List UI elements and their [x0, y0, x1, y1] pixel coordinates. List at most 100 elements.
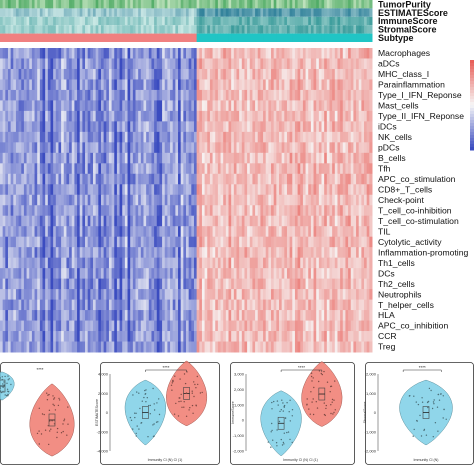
heatmap-cell — [106, 152, 110, 164]
annotation-cell — [119, 16, 123, 26]
heatmap-cell — [209, 226, 214, 238]
heatmap-cell — [167, 289, 171, 301]
heatmap-cell — [69, 152, 73, 164]
heatmap-cell — [61, 194, 65, 206]
heatmap-cell — [151, 142, 155, 154]
annotation-cell — [79, 8, 83, 17]
annotation-cell — [281, 25, 285, 34]
heatmap-cell — [284, 341, 288, 353]
heatmap-cell — [233, 68, 237, 80]
heatmap-cell — [294, 310, 299, 322]
heatmap-cell — [193, 299, 198, 311]
heatmap-cell — [247, 236, 251, 248]
heatmap-cell — [90, 320, 94, 332]
heatmap-cell — [100, 121, 105, 133]
heatmap-cell — [271, 173, 275, 185]
heatmap-cell — [366, 236, 370, 248]
heatmap-cell — [140, 121, 144, 133]
heatmap-cell — [337, 131, 341, 143]
heatmap-cell — [143, 173, 147, 185]
annotation-cell — [156, 16, 160, 26]
annotation-cell — [74, 16, 78, 26]
heatmap-cell — [313, 320, 317, 332]
annotation-cell — [188, 25, 192, 34]
heatmap-cell — [42, 205, 46, 217]
heatmap-cell — [281, 299, 285, 311]
annotation-cell — [332, 8, 336, 17]
heatmap-cell — [183, 89, 187, 101]
heatmap-cell — [204, 289, 208, 301]
heatmap-cell — [204, 58, 208, 70]
heatmap-cell — [191, 268, 195, 280]
heatmap-cell — [79, 152, 83, 164]
heatmap-cell — [90, 68, 94, 80]
heatmap-cell — [350, 58, 354, 70]
heatmap-cell — [265, 152, 269, 164]
heatmap-cell — [90, 268, 94, 280]
heatmap-cell — [313, 131, 317, 143]
heatmap-cell — [321, 310, 325, 322]
annotation-cell — [204, 0, 208, 9]
annotation-cell — [58, 33, 62, 42]
heatmap-cell — [233, 121, 237, 133]
heatmap-cell — [138, 110, 142, 122]
heatmap-cell — [369, 320, 373, 332]
heatmap-cell — [364, 331, 368, 343]
heatmap-cell — [23, 194, 28, 206]
violin-panel: 4,0002,0000-2,000-4,000ESTIMATEScore****… — [95, 360, 220, 465]
heatmap-cell — [353, 100, 357, 112]
heatmap-cell — [18, 278, 22, 290]
heatmap-cell — [77, 79, 81, 91]
heatmap-cell — [364, 131, 368, 143]
heatmap-cell — [61, 331, 65, 343]
heatmap-cell — [249, 299, 253, 311]
heatmap-cell — [273, 205, 277, 217]
heatmap-cell — [342, 289, 346, 301]
heatmap-cell — [294, 79, 299, 91]
heatmap-cell — [156, 58, 160, 70]
heatmap-cell — [321, 121, 325, 133]
heatmap-cell — [207, 68, 211, 80]
heatmap-cell — [29, 310, 33, 322]
heatmap-cell — [23, 331, 28, 343]
heatmap-cell — [279, 320, 283, 332]
colorbar-step — [470, 144, 474, 148]
heatmap-cell — [191, 68, 195, 80]
heatmap-cell — [281, 194, 285, 206]
heatmap-cell — [228, 121, 232, 133]
heatmap-cell — [156, 163, 160, 175]
heatmap-cell — [334, 310, 338, 322]
heatmap-cell — [247, 310, 251, 322]
annotation-cell — [29, 8, 33, 17]
heatmap-cell — [297, 278, 301, 290]
annotation-cell — [292, 0, 296, 9]
heatmap-cell — [353, 320, 357, 332]
heatmap-cell — [241, 236, 245, 248]
heatmap-cell — [271, 331, 275, 343]
heatmap-cell — [37, 142, 41, 154]
heatmap-cell — [217, 310, 222, 322]
annotation-cell — [236, 8, 240, 17]
heatmap-cell — [116, 152, 121, 164]
heatmap-cell — [159, 68, 163, 80]
annotation-cell — [196, 25, 200, 34]
heatmap-cell — [31, 289, 36, 301]
annotation-cell — [276, 25, 280, 34]
annotation-cell — [85, 0, 89, 9]
heatmap-cell — [228, 257, 232, 269]
heatmap-cell — [0, 331, 4, 343]
heatmap-cell — [199, 173, 203, 185]
heatmap-cell — [108, 289, 113, 301]
heatmap-cell — [244, 278, 248, 290]
annotation-cell — [212, 16, 216, 26]
heatmap-cell — [175, 100, 179, 112]
heatmap-cell — [292, 278, 296, 290]
heatmap-cell — [342, 163, 346, 175]
heatmap-cell — [2, 310, 6, 322]
heatmap-cell — [207, 268, 211, 280]
y-tick-label: 0 — [106, 410, 109, 415]
heatmap-cell — [292, 89, 296, 101]
heatmap-cell — [302, 299, 307, 311]
heatmap-cell — [204, 226, 208, 238]
heatmap-cell — [236, 236, 240, 248]
